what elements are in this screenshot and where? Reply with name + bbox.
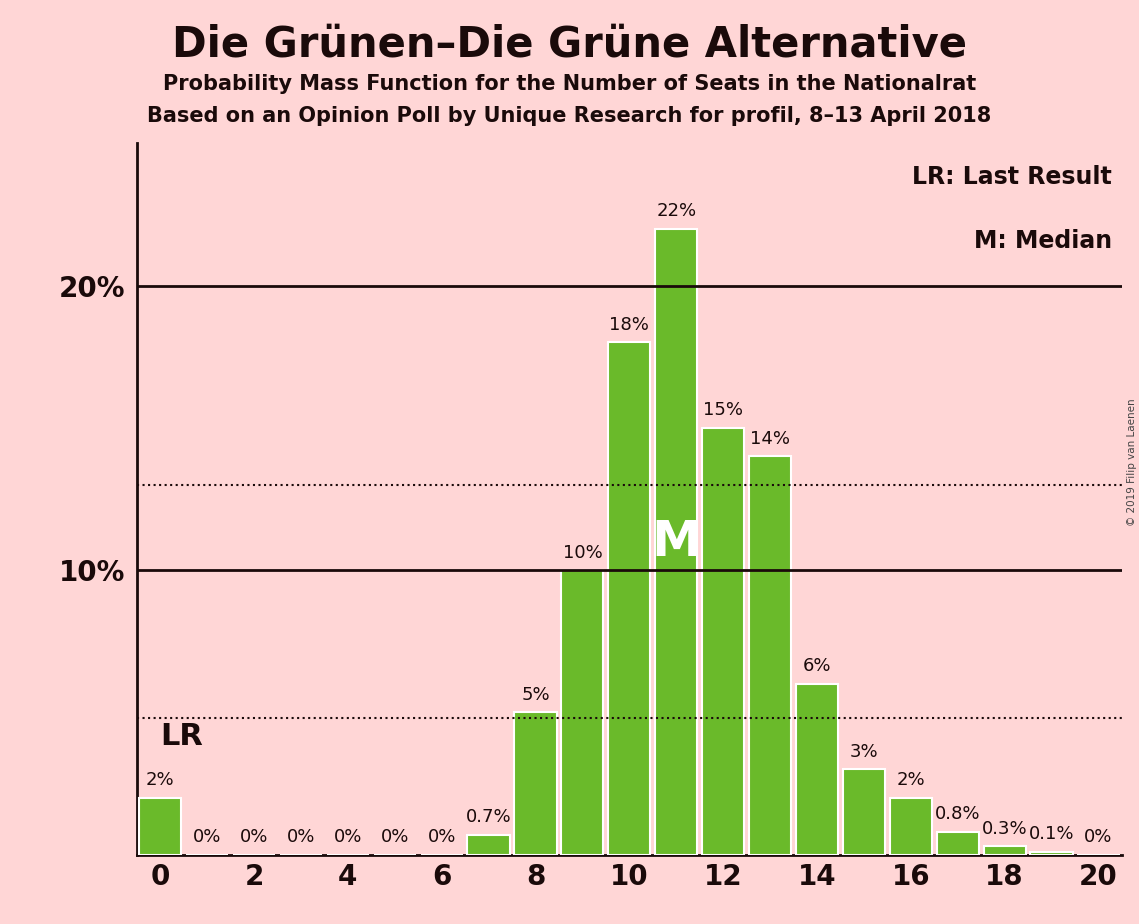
Text: M: M bbox=[652, 517, 702, 565]
Text: 14%: 14% bbox=[751, 430, 790, 448]
Bar bbox=[702, 428, 744, 855]
Text: 2%: 2% bbox=[146, 772, 174, 789]
Text: 0%: 0% bbox=[427, 828, 456, 846]
Text: 0%: 0% bbox=[287, 828, 316, 846]
Bar bbox=[139, 797, 181, 855]
Text: 2%: 2% bbox=[896, 772, 925, 789]
Text: 0%: 0% bbox=[1084, 828, 1113, 846]
Text: 0.8%: 0.8% bbox=[935, 806, 981, 823]
Text: M: Median: M: Median bbox=[974, 228, 1112, 252]
Bar bbox=[467, 834, 509, 855]
Text: 10%: 10% bbox=[563, 543, 603, 562]
Text: 6%: 6% bbox=[803, 657, 831, 675]
Bar bbox=[608, 343, 650, 855]
Text: 0%: 0% bbox=[192, 828, 221, 846]
Bar bbox=[843, 770, 885, 855]
Text: 22%: 22% bbox=[656, 202, 696, 220]
Bar bbox=[562, 570, 604, 855]
Bar bbox=[749, 456, 792, 855]
Bar bbox=[983, 846, 1026, 855]
Text: 0.1%: 0.1% bbox=[1029, 825, 1074, 844]
Text: Based on an Opinion Poll by Unique Research for profil, 8–13 April 2018: Based on an Opinion Poll by Unique Resea… bbox=[147, 106, 992, 127]
Bar bbox=[1031, 852, 1073, 855]
Bar bbox=[515, 712, 557, 855]
Text: 0.3%: 0.3% bbox=[982, 820, 1027, 838]
Text: Die Grünen–Die Grüne Alternative: Die Grünen–Die Grüne Alternative bbox=[172, 23, 967, 65]
Text: LR: LR bbox=[161, 723, 204, 751]
Text: Probability Mass Function for the Number of Seats in the Nationalrat: Probability Mass Function for the Number… bbox=[163, 74, 976, 94]
Text: 5%: 5% bbox=[522, 686, 550, 704]
Bar bbox=[796, 684, 838, 855]
Text: 3%: 3% bbox=[850, 743, 878, 760]
Text: 18%: 18% bbox=[609, 316, 649, 334]
Text: 0%: 0% bbox=[240, 828, 268, 846]
Text: 0%: 0% bbox=[380, 828, 409, 846]
Bar bbox=[655, 228, 697, 855]
Text: 15%: 15% bbox=[703, 401, 743, 419]
Bar bbox=[890, 797, 932, 855]
Text: © 2019 Filip van Laenen: © 2019 Filip van Laenen bbox=[1126, 398, 1137, 526]
Text: 0%: 0% bbox=[334, 828, 362, 846]
Bar bbox=[936, 832, 978, 855]
Text: 0.7%: 0.7% bbox=[466, 808, 511, 826]
Text: LR: Last Result: LR: Last Result bbox=[912, 164, 1112, 188]
